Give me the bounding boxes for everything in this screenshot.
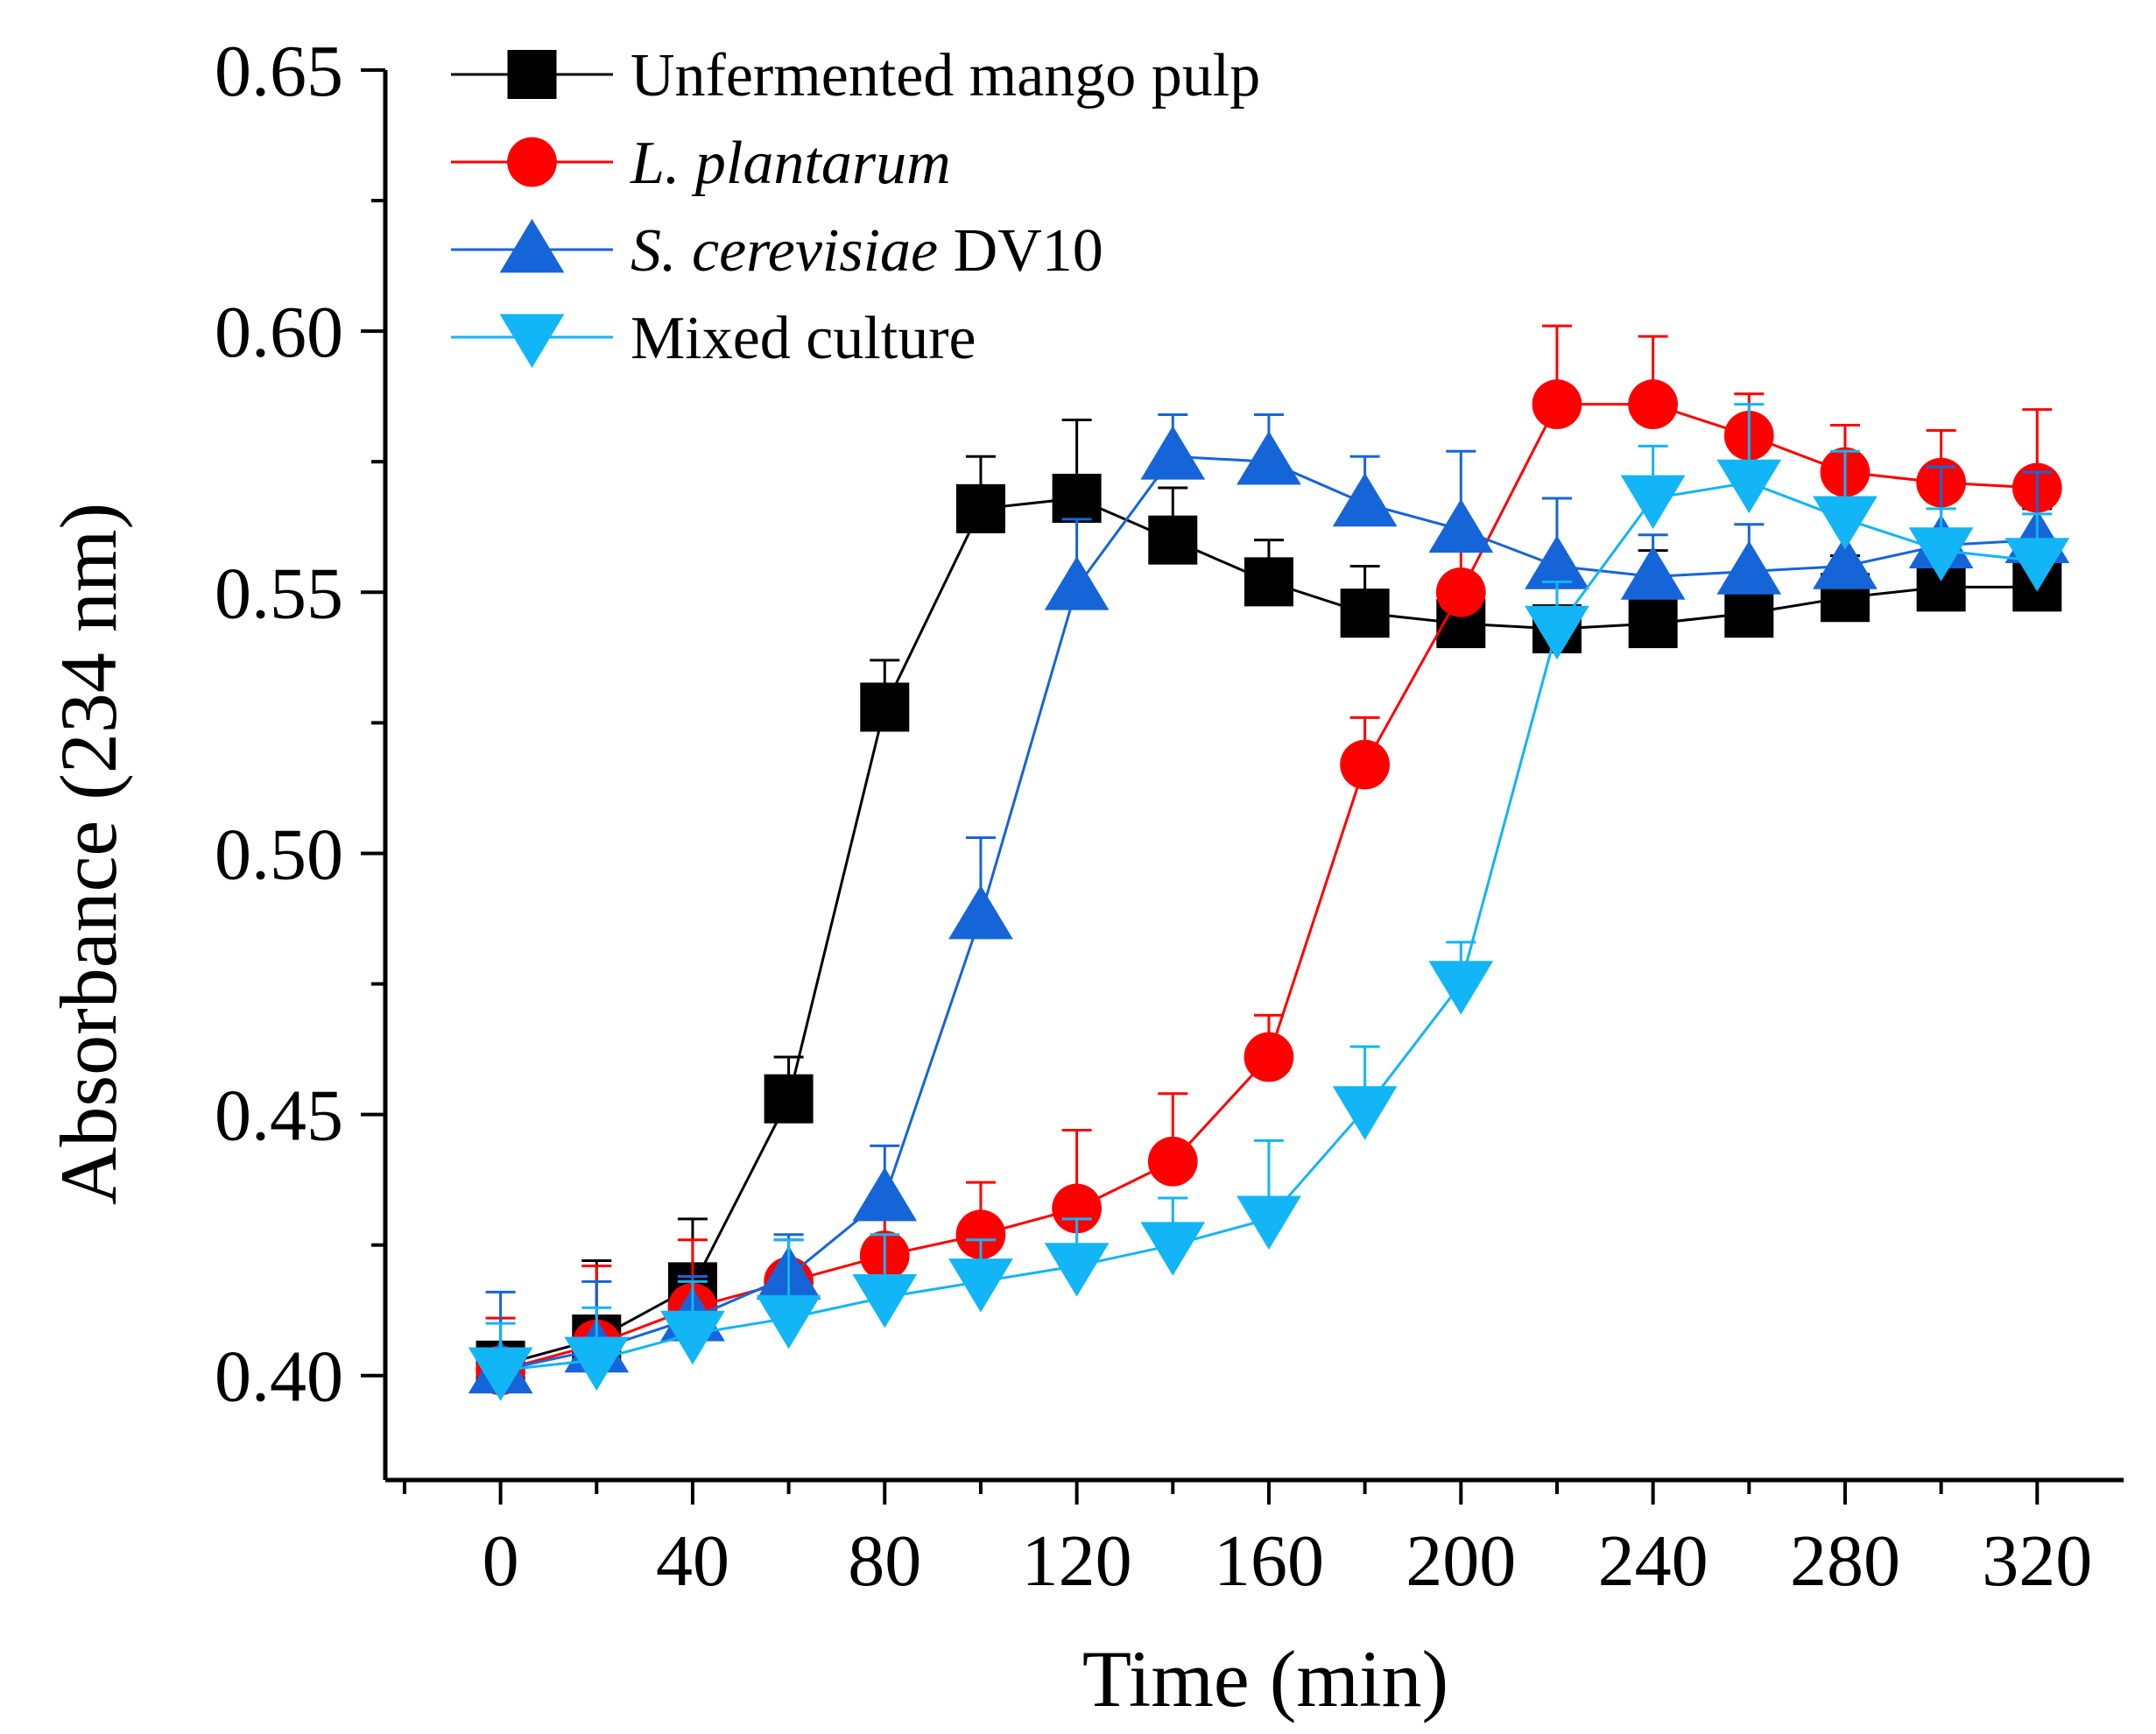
data-point-s-cerevisiae-dv10 — [1620, 546, 1686, 600]
x-tick-label: 280 — [1790, 1520, 1900, 1602]
data-point-s-cerevisiae-dv10 — [1525, 535, 1589, 589]
x-tick-label: 0 — [483, 1520, 519, 1602]
data-point-s-cerevisiae-dv10 — [1044, 556, 1110, 610]
series-unfermented-mango-pulp — [476, 419, 2062, 1390]
x-axis: 0 40 80 120 160 200 240 280 320 — [402, 1480, 2092, 1602]
legend-marker — [507, 50, 557, 99]
data-point-s-cerevisiae-dv10 — [1332, 472, 1398, 527]
x-tick-label: 40 — [656, 1520, 729, 1602]
x-tick-label: 200 — [1406, 1520, 1516, 1602]
data-point-s-cerevisiae-dv10 — [1237, 431, 1301, 485]
data-point-s-cerevisiae-dv10 — [1716, 540, 1782, 595]
legend-label: S. cerevisiae DV10 — [631, 217, 1103, 285]
data-point-unfermented-mango-pulp — [1244, 557, 1293, 607]
x-tick-label: 80 — [848, 1520, 921, 1602]
data-point-mixed-culture — [948, 1258, 1013, 1313]
data-point-unfermented-mango-pulp — [1340, 589, 1390, 638]
series-layer — [468, 324, 2070, 1401]
x-tick-label: 160 — [1214, 1520, 1324, 1602]
data-point-mixed-culture — [1428, 961, 1494, 1015]
x-tick-label: 120 — [1022, 1520, 1132, 1602]
data-point-l-plantarum — [1340, 739, 1390, 790]
data-point-l-plantarum — [1628, 379, 1678, 429]
legend-label: Unfermented mango pulp — [631, 42, 1260, 109]
data-point-s-cerevisiae-dv10 — [1428, 498, 1494, 553]
data-point-unfermented-mango-pulp — [764, 1074, 814, 1124]
y-tick-label: 0.55 — [215, 553, 343, 634]
data-point-mixed-culture — [852, 1273, 918, 1329]
legend-item-s-cerevisiae-dv10: S. cerevisiae DV10 — [451, 217, 1103, 285]
data-point-mixed-culture — [756, 1294, 821, 1350]
data-point-s-cerevisiae-dv10 — [948, 885, 1013, 940]
data-point-mixed-culture — [468, 1347, 533, 1401]
data-point-l-plantarum — [1244, 1032, 1294, 1082]
data-point-unfermented-mango-pulp — [1148, 515, 1198, 565]
data-point-mixed-culture — [2005, 538, 2070, 592]
y-tick-label: 0.45 — [215, 1075, 343, 1157]
data-point-mixed-culture — [1716, 459, 1782, 514]
data-point-unfermented-mango-pulp — [1724, 589, 1774, 638]
data-point-l-plantarum — [955, 1209, 1006, 1260]
legend-marker — [499, 218, 565, 273]
legend-item-unfermented-mango-pulp: Unfermented mango pulp — [451, 42, 1260, 109]
data-point-s-cerevisiae-dv10 — [1813, 535, 1878, 589]
data-point-l-plantarum — [1435, 567, 1486, 617]
legend-label: Mixed culture — [631, 305, 976, 372]
data-point-mixed-culture — [1908, 527, 1974, 582]
legend-marker — [507, 137, 557, 187]
data-point-unfermented-mango-pulp — [955, 483, 1005, 533]
series-mixed-culture — [468, 403, 2070, 1401]
data-point-mixed-culture — [1620, 475, 1686, 530]
data-point-mixed-culture — [660, 1310, 725, 1365]
data-point-s-cerevisiae-dv10 — [852, 1167, 918, 1222]
legend-item-l-plantarum: L. plantarum — [451, 130, 951, 197]
y-tick-label: 0.40 — [215, 1336, 343, 1418]
y-tick-label: 0.50 — [215, 814, 343, 895]
legend-label: L. plantarum — [630, 130, 951, 197]
y-tick-label: 0.60 — [215, 292, 343, 373]
y-axis: 0.40 0.45 0.50 0.55 0.60 0.65 — [215, 31, 385, 1418]
data-point-l-plantarum — [1147, 1136, 1198, 1187]
data-point-mixed-culture — [1140, 1222, 1206, 1276]
y-axis-title: Absorbance (234 nm) — [44, 503, 133, 1205]
x-tick-label: 320 — [1982, 1520, 2092, 1602]
data-point-unfermented-mango-pulp — [1628, 599, 1678, 649]
data-point-unfermented-mango-pulp — [1052, 473, 1102, 523]
x-tick-label: 240 — [1598, 1520, 1709, 1602]
data-point-mixed-culture — [1813, 496, 1878, 550]
y-tick-label: 0.65 — [215, 31, 343, 112]
data-point-mixed-culture — [564, 1336, 630, 1391]
data-point-l-plantarum — [1052, 1183, 1102, 1234]
legend-item-mixed-culture: Mixed culture — [451, 305, 976, 372]
legend-marker — [499, 314, 565, 369]
data-point-s-cerevisiae-dv10 — [1140, 426, 1206, 480]
data-point-mixed-culture — [1044, 1243, 1110, 1297]
data-point-mixed-culture — [1525, 605, 1589, 660]
data-point-l-plantarum — [1532, 379, 1582, 429]
data-point-mixed-culture — [1237, 1195, 1301, 1250]
legend: Unfermented mango pulp L. plantarum S. cer… — [451, 42, 1260, 372]
x-axis-title: Time (min) — [1082, 1634, 1448, 1723]
data-point-mixed-culture — [1332, 1086, 1398, 1140]
data-point-unfermented-mango-pulp — [860, 682, 910, 732]
